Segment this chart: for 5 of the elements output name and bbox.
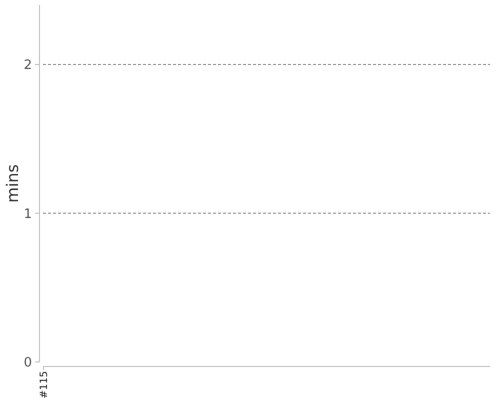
y-axis-title: mins <box>3 164 22 203</box>
y-tick-label: 1 <box>24 206 32 222</box>
y-tick-label: 2 <box>24 58 32 74</box>
x-tick-label: #115 <box>39 371 50 398</box>
y-tick-label: 0 <box>24 356 32 371</box>
